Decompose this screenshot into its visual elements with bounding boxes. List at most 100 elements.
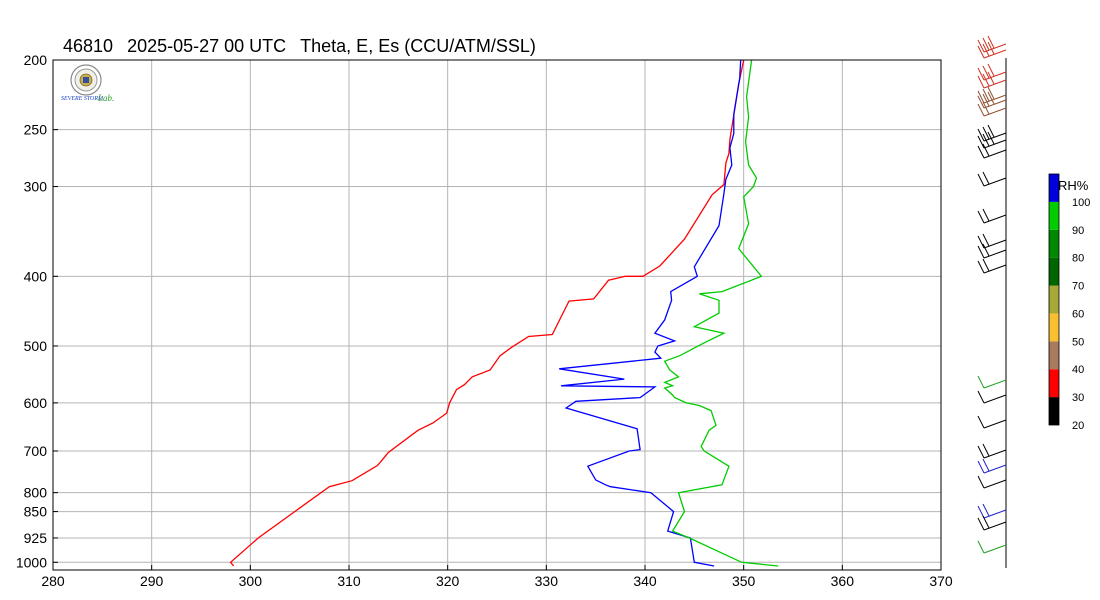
severe-storm-lab-logo: SEVERE STORM Lab. xyxy=(61,64,114,103)
colorbar-block xyxy=(1049,369,1059,398)
x-tick-label: 300 xyxy=(239,573,263,589)
x-tick-label: 290 xyxy=(140,573,164,589)
grid-lines xyxy=(53,60,941,570)
wind-barb xyxy=(983,149,1007,159)
wind-barb-flag xyxy=(977,45,985,59)
x-tick-label: 360 xyxy=(831,573,855,589)
wind-barb-flag xyxy=(987,63,995,77)
y-tick-label: 1000 xyxy=(16,554,47,570)
wind-barb-flag xyxy=(977,39,985,53)
x-tick-label: 370 xyxy=(929,573,953,589)
wind-barb-flag xyxy=(982,443,990,457)
colorbar-tick-label: 100 xyxy=(1072,197,1090,209)
y-tick-label: 600 xyxy=(24,395,48,411)
wind-barb-flag xyxy=(982,258,990,272)
wind-barb-flag xyxy=(982,65,990,79)
colorbar-block xyxy=(1049,397,1059,425)
colorbar-block xyxy=(1049,341,1059,370)
wind-barb xyxy=(983,249,1007,259)
series-line-theta_e xyxy=(559,59,742,567)
wind-barb-flag xyxy=(977,540,985,554)
wind-barb xyxy=(983,79,1007,89)
x-tick-label: 310 xyxy=(337,573,361,589)
plot-area: 280 290 300 310 320 330 340 350 360 370 200 250 300… xyxy=(16,52,953,589)
wind-barb xyxy=(983,544,1007,554)
wind-barb-flag xyxy=(977,235,985,249)
wind-barb-flag xyxy=(987,86,995,100)
wind-barb xyxy=(983,107,1007,117)
wind-barb-flag xyxy=(982,43,990,57)
y-tick-label: 925 xyxy=(24,530,48,546)
colorbar-label: RH% xyxy=(1058,178,1089,193)
rh-colorbar: 20 30 40 50 60 70 80 90 100 RH% xyxy=(1048,173,1090,432)
wind-barb xyxy=(983,49,1007,59)
wind-barb-flag xyxy=(977,517,985,531)
wind-barb-flag xyxy=(977,145,985,159)
wind-barb xyxy=(983,419,1007,429)
x-tick-label: 350 xyxy=(732,573,756,589)
wind-barb-flag xyxy=(977,90,985,104)
wind-barb-flag xyxy=(977,67,985,81)
colorbar-tick-label: 40 xyxy=(1072,364,1084,376)
colorbar-block xyxy=(1049,285,1059,314)
wind-barb-flag xyxy=(977,75,985,89)
y-tick-label: 850 xyxy=(24,504,48,520)
wind-barb xyxy=(983,139,1007,149)
wind-barb-flag xyxy=(982,458,990,472)
title-label: Theta, E, Es (CCU/ATM/SSL) xyxy=(300,36,536,56)
y-tick-label: 700 xyxy=(24,443,48,459)
colorbar-block xyxy=(1049,313,1059,342)
wind-barb-flag xyxy=(977,475,985,489)
wind-barb-flag xyxy=(982,37,990,51)
chart-title: 46810 2025-05-27 00 UTC Theta, E, Es (CCU/… xyxy=(63,36,536,56)
datetime-label: 2025-05-27 00 UTC xyxy=(127,36,286,56)
wind-barb-flag xyxy=(977,210,985,224)
colorbar-tick-label: 30 xyxy=(1072,392,1084,404)
colorbar-block xyxy=(1049,201,1059,230)
y-axis: 200 250 300 400 500 600 700 800 850 925 1000 xyxy=(16,52,58,570)
wind-barb xyxy=(983,71,1007,81)
series-group xyxy=(229,59,779,567)
wind-barb-flag xyxy=(982,101,990,115)
colorbar-tick-label: 60 xyxy=(1072,308,1084,320)
y-tick-label: 250 xyxy=(24,122,48,138)
wind-barb-flag xyxy=(982,243,990,257)
x-tick-label: 320 xyxy=(436,573,460,589)
x-tick-label: 330 xyxy=(535,573,559,589)
wind-barb-flag xyxy=(977,173,985,187)
wind-barb xyxy=(983,394,1007,404)
wind-barb xyxy=(983,379,1007,389)
wind-barb xyxy=(983,214,1007,224)
plot-background xyxy=(53,60,941,570)
colorbar-tick-label: 90 xyxy=(1072,225,1084,237)
wind-barb-flag xyxy=(977,260,985,274)
wind-barb-flag xyxy=(977,445,985,459)
x-tick-label: 280 xyxy=(41,573,65,589)
wind-barb-flag xyxy=(982,143,990,157)
wind-barb-flag xyxy=(977,375,985,389)
wind-barb-flag xyxy=(987,35,995,49)
wind-barb-flag xyxy=(987,91,995,105)
colorbar-frame xyxy=(1048,173,1060,426)
wind-barb-flag xyxy=(977,95,985,109)
wind-barb-flag xyxy=(982,208,990,222)
wind-barb-flag xyxy=(982,88,990,102)
logo-text-right: Lab. xyxy=(97,93,114,103)
wind-barb xyxy=(983,264,1007,274)
wind-barb-flag xyxy=(982,93,990,107)
y-tick-label: 300 xyxy=(24,179,48,195)
wind-barb xyxy=(983,464,1007,474)
colorbar-tick-label: 80 xyxy=(1072,253,1084,265)
wind-barb-flag xyxy=(977,460,985,474)
colorbar-tick-label: 50 xyxy=(1072,336,1084,348)
wind-barb-flag xyxy=(977,103,985,117)
wind-barb xyxy=(983,177,1007,187)
wind-barb-flag xyxy=(987,124,995,138)
wind-barb-flag xyxy=(982,126,990,140)
wind-barb-flag xyxy=(982,503,990,517)
colorbar-block xyxy=(1049,174,1059,202)
wind-barb-flag xyxy=(977,135,985,149)
x-tick-label: 340 xyxy=(633,573,657,589)
wind-barb xyxy=(983,94,1007,104)
